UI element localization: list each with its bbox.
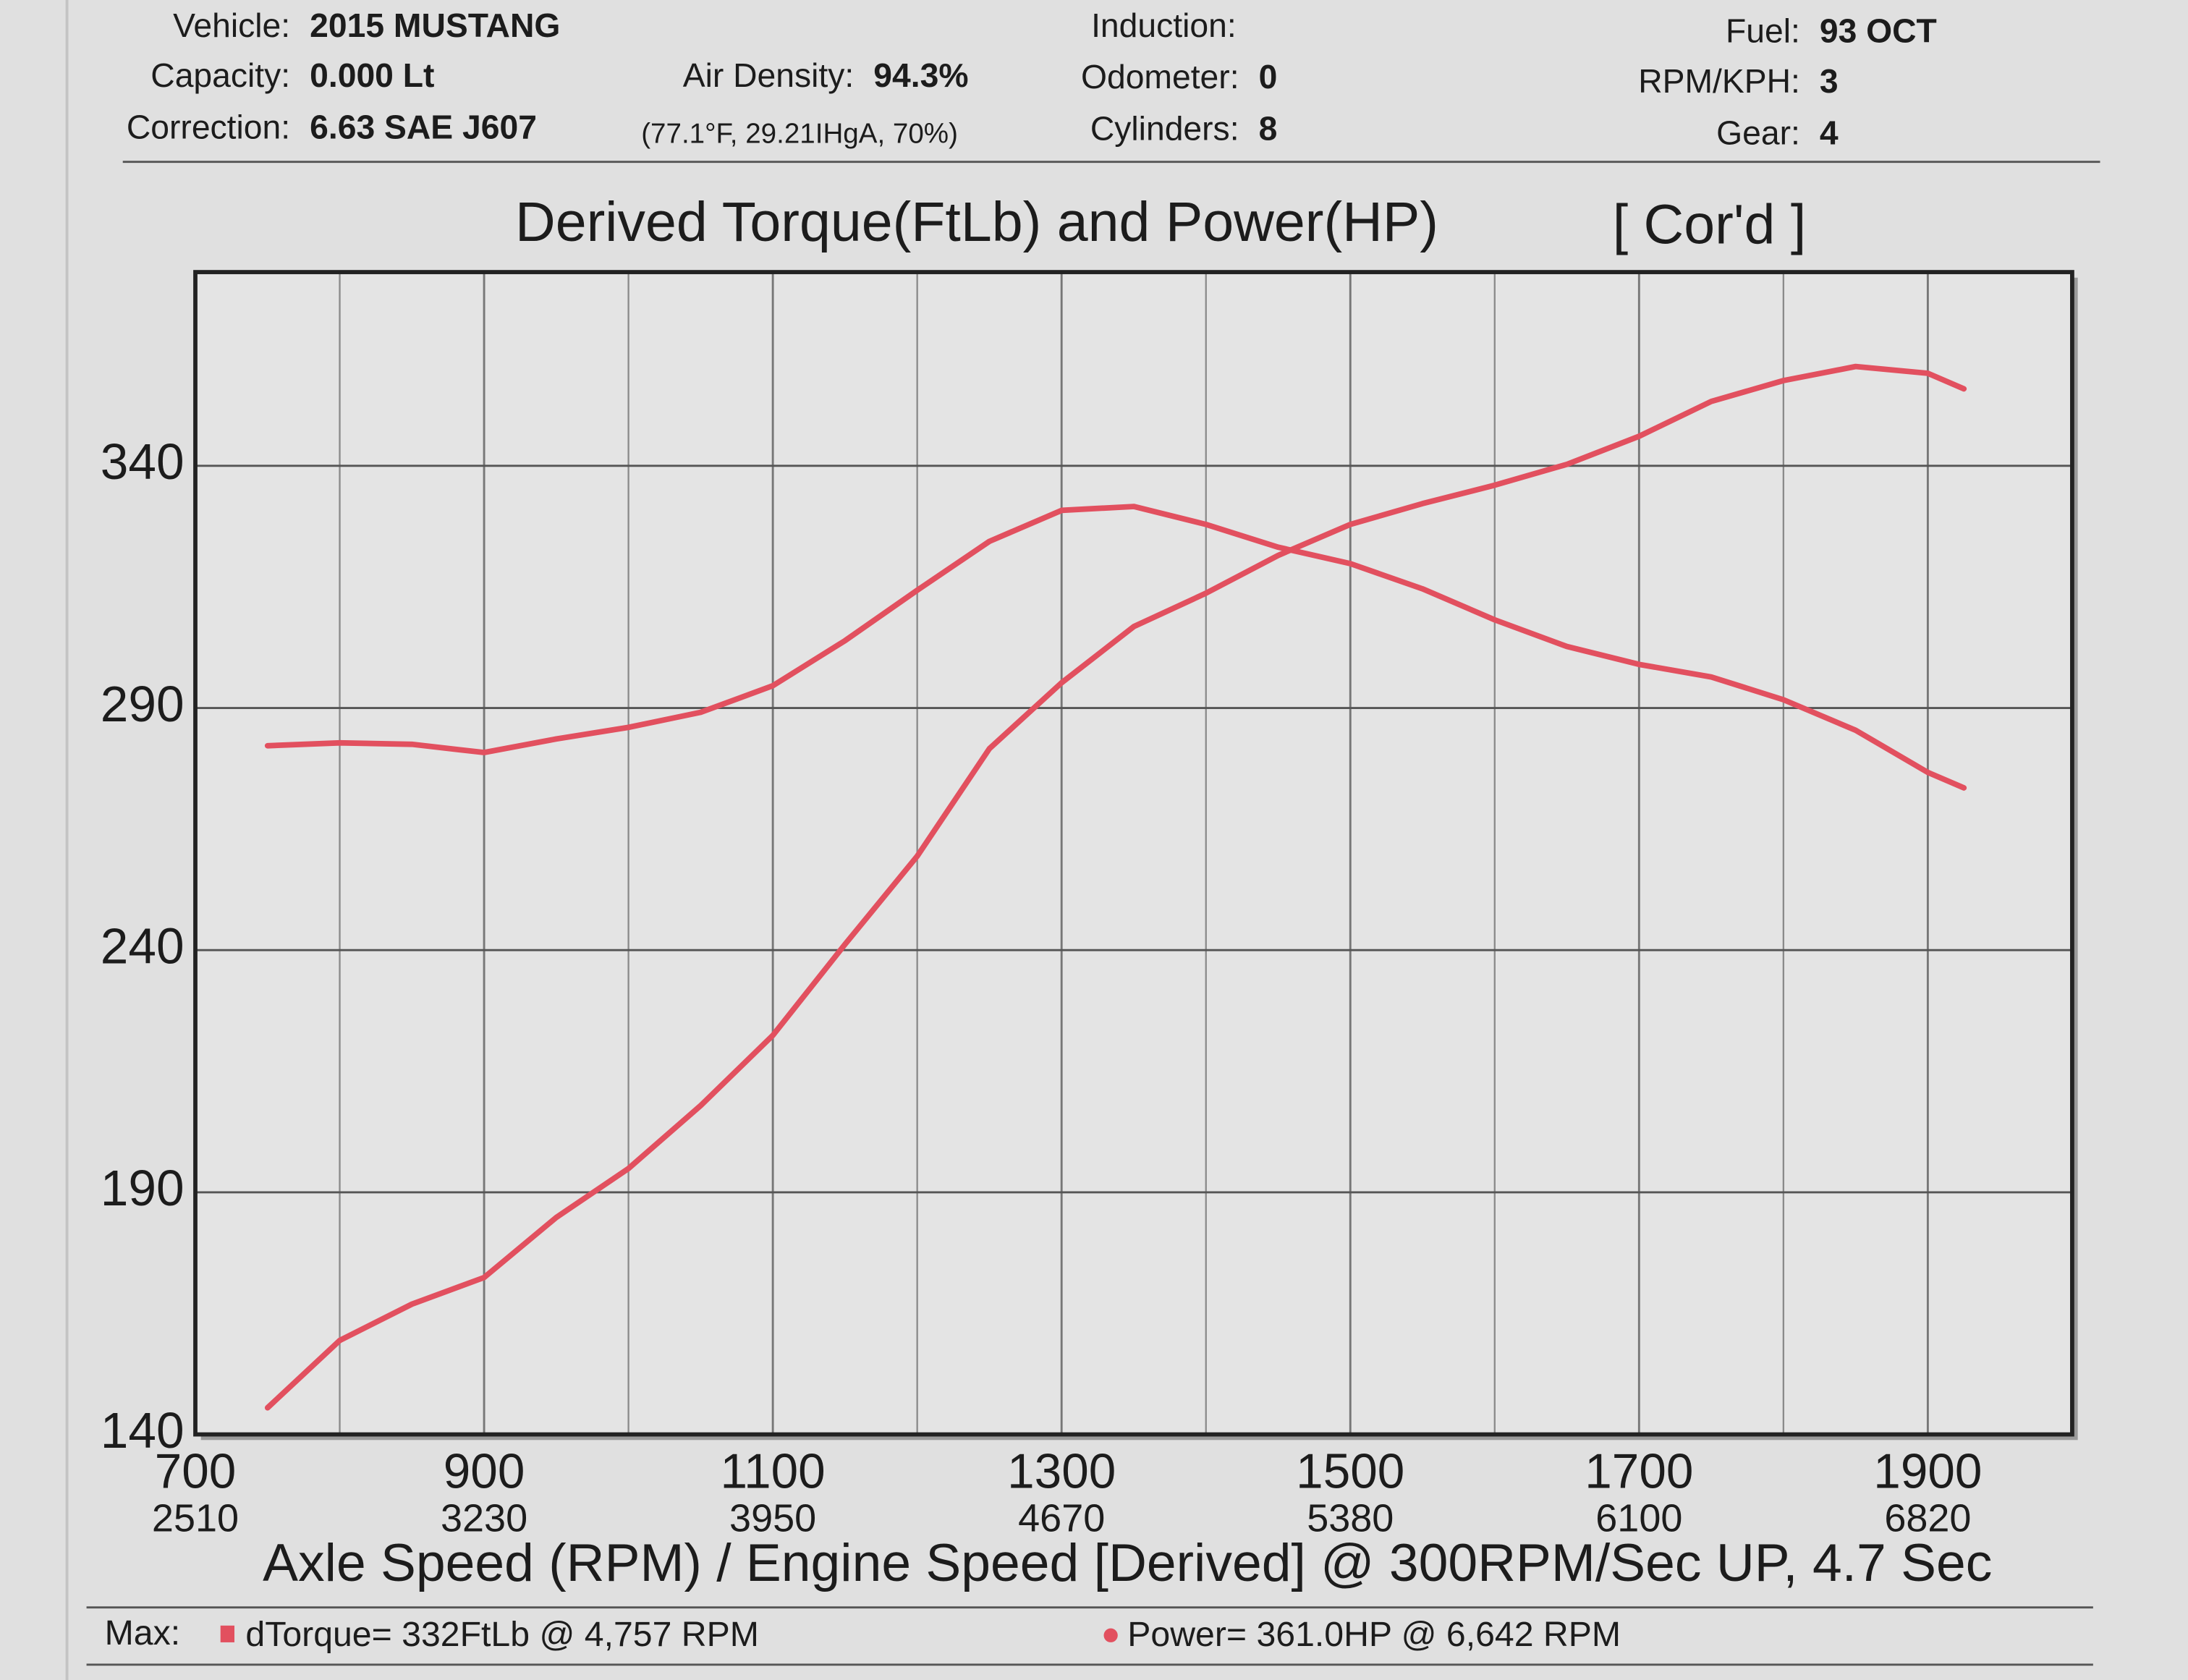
header-label: Gear: xyxy=(1716,114,1800,151)
header-value: 3 xyxy=(1820,62,1839,100)
header-label: Fuel: xyxy=(1726,12,1800,50)
header-value: 94.3% xyxy=(873,56,968,94)
x-tick-label: 700 xyxy=(155,1444,237,1498)
header-value: 0 xyxy=(1259,58,1278,96)
header-value: 8 xyxy=(1259,110,1278,148)
y-tick-label: 190 xyxy=(101,1160,185,1216)
legend-entry: dTorque= 332FtLb @ 4,757 RPM xyxy=(245,1615,758,1654)
title-note: [ Cor'd ] xyxy=(1613,194,1807,256)
header-value: 4 xyxy=(1820,114,1839,151)
x-tick-label-secondary: 6100 xyxy=(1595,1496,1682,1540)
x-tick-label: 1700 xyxy=(1585,1444,1693,1498)
header-label: Odometer: xyxy=(1081,58,1239,96)
x-tick-label: 1900 xyxy=(1873,1444,1982,1498)
legend-name: Power xyxy=(1127,1615,1226,1654)
header-value: 0.000 Lt xyxy=(310,56,434,94)
air-conditions: (77.1°F, 29.21IHgA, 70%) xyxy=(641,118,958,149)
legend-entry: Power= 361.0HP @ 6,642 RPM xyxy=(1127,1615,1621,1654)
y-tick-label: 340 xyxy=(101,433,185,490)
x-tick-label: 1100 xyxy=(721,1444,826,1498)
x-tick-label: 900 xyxy=(444,1444,525,1498)
plot-frame xyxy=(193,270,2074,1437)
header-value: 2015 MUSTANG xyxy=(310,7,560,44)
plot-area xyxy=(195,272,2072,1435)
legend-name: dTorque xyxy=(245,1615,371,1654)
legend-marker xyxy=(220,1625,234,1642)
header-label: Cylinders: xyxy=(1090,110,1239,148)
header-label: Air Density: xyxy=(683,56,855,94)
x-axis-title: Axle Speed (RPM) / Engine Speed [Derived… xyxy=(263,1533,1992,1592)
y-tick-label: 290 xyxy=(101,676,185,732)
x-tick-label: 1300 xyxy=(1007,1444,1116,1498)
header-label: Induction: xyxy=(1091,7,1237,44)
x-tick-label-secondary: 3950 xyxy=(729,1496,816,1540)
y-tick-label: 140 xyxy=(101,1402,185,1459)
header-label: Vehicle: xyxy=(173,7,290,44)
x-tick-label: 1500 xyxy=(1296,1444,1404,1498)
x-tick-label-secondary: 2510 xyxy=(152,1496,239,1540)
series-line xyxy=(264,363,1967,1411)
legend-summary: = 361.0HP @ 6,642 RPM xyxy=(1226,1615,1621,1654)
header-label: RPM/KPH: xyxy=(1638,62,1800,100)
header-label: Correction: xyxy=(127,109,290,146)
x-tick-label-secondary: 6820 xyxy=(1884,1496,1971,1540)
x-tick-label-secondary: 3230 xyxy=(441,1496,527,1540)
legend-label: Max: xyxy=(105,1613,180,1653)
header-label: Capacity: xyxy=(150,56,290,94)
x-tick-label-secondary: 5380 xyxy=(1307,1496,1394,1540)
legend-summary: = 332FtLb @ 4,757 RPM xyxy=(372,1615,759,1654)
header-value: 6.63 SAE J607 xyxy=(310,109,537,146)
legend-marker xyxy=(1103,1628,1118,1642)
chart-title: Derived Torque(FtLb) and Power(HP) xyxy=(515,191,1438,253)
y-tick-label: 240 xyxy=(101,918,185,975)
series-line xyxy=(264,504,1967,791)
x-tick-label-secondary: 4670 xyxy=(1018,1496,1105,1540)
header-value: 93 OCT xyxy=(1820,12,1937,50)
